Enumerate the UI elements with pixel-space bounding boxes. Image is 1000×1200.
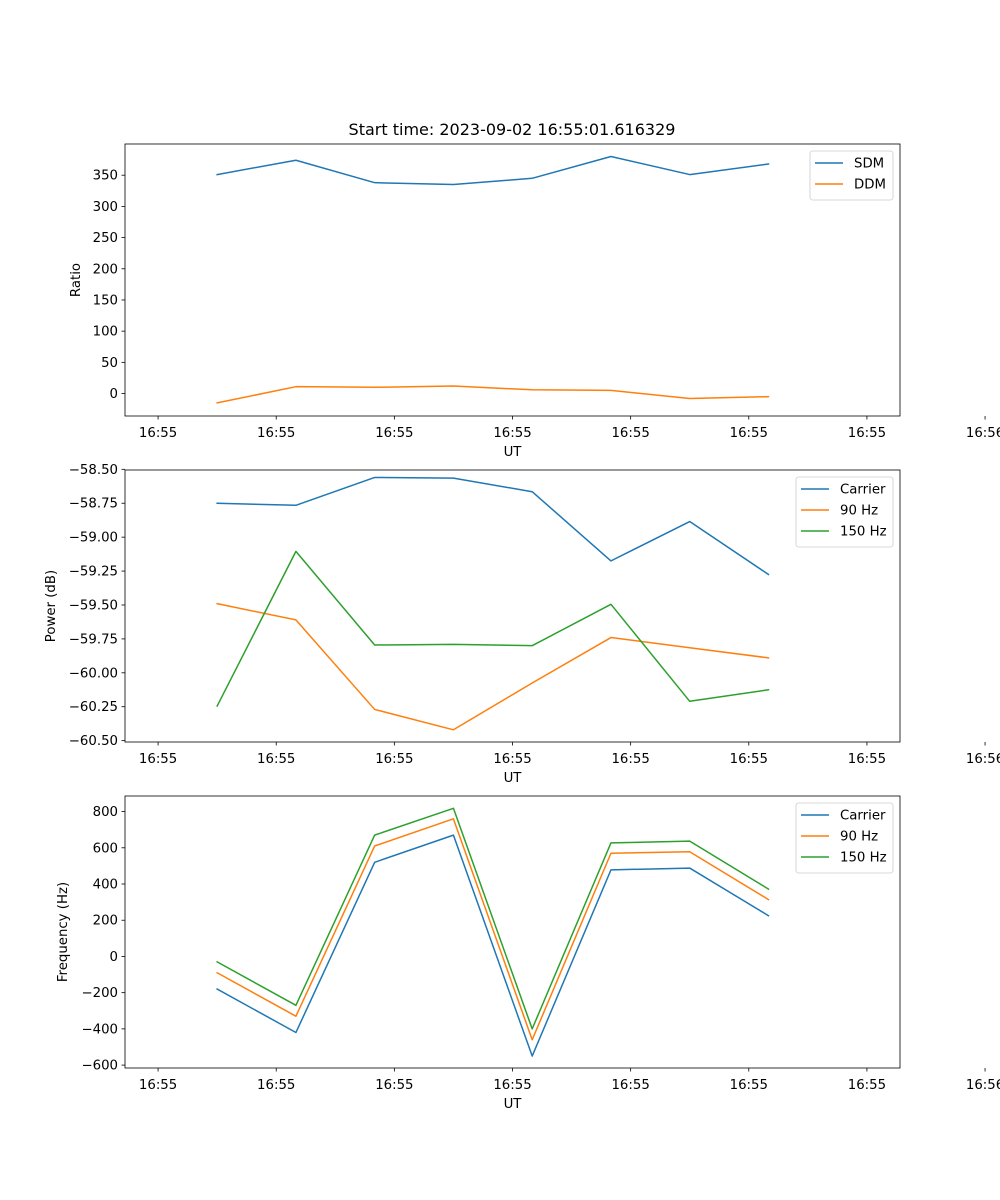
x-tick-label: 16:55 bbox=[730, 1078, 768, 1093]
x-tick-label: 16:55 bbox=[375, 426, 413, 441]
x-tick-label: 16:55 bbox=[493, 1078, 531, 1093]
plot-frame bbox=[124, 795, 901, 1069]
series-line-150-hz bbox=[216, 550, 770, 708]
x-axis-label: UT bbox=[504, 1097, 523, 1112]
x-tick-label: 16:55 bbox=[375, 752, 413, 767]
x-tick-label: 16:55 bbox=[611, 1078, 649, 1093]
x-tick-label: 16:55 bbox=[848, 752, 886, 767]
x-tick-label: 16:55 bbox=[848, 1078, 886, 1093]
x-tick-label: 16:55 bbox=[375, 1078, 413, 1093]
x-tick-label: 16:55 bbox=[493, 752, 531, 767]
series-line-90-hz bbox=[216, 818, 770, 1041]
y-tick-label: 0 bbox=[110, 387, 118, 402]
y-tick-label: 300 bbox=[93, 200, 118, 215]
y-tick-label: −58.75 bbox=[69, 497, 118, 512]
chart-1: 0 50 100 150 200 250 300 350 16:55 16:55 16:55 16:5… bbox=[69, 143, 1000, 460]
x-axis-label: UT bbox=[504, 445, 523, 460]
x-tick-label: 16:55 bbox=[493, 426, 531, 441]
y-tick-label: 150 bbox=[93, 293, 118, 308]
plot-frame bbox=[124, 469, 901, 743]
legend: Carrier 90 Hz 150 Hz bbox=[795, 476, 894, 548]
legend-label-carrier: Carrier bbox=[840, 809, 886, 824]
figure-title: Start time: 2023-09-02 16:55:01.616329 bbox=[349, 120, 676, 139]
legend-frame bbox=[795, 802, 894, 874]
y-tick-label: −59.75 bbox=[69, 632, 118, 647]
series-line-carrier bbox=[216, 834, 770, 1057]
x-tick-label: 16:56 bbox=[966, 752, 1000, 767]
y-axis-label: Power (dB) bbox=[44, 570, 59, 642]
legend: Carrier 90 Hz 150 Hz bbox=[795, 802, 894, 874]
x-tick-label: 16:55 bbox=[139, 426, 177, 441]
y-tick-label: 200 bbox=[93, 914, 118, 929]
x-tick-label: 16:55 bbox=[730, 752, 768, 767]
y-tick-label: −59.25 bbox=[69, 565, 118, 580]
y-tick-label: 0 bbox=[110, 950, 118, 965]
legend-label-150-hz: 150 Hz bbox=[840, 851, 887, 866]
y-tick-label: −60.25 bbox=[69, 700, 118, 715]
series-line-90-hz bbox=[216, 602, 770, 731]
legend: SDM DDM bbox=[809, 150, 894, 201]
x-tick-label: 16:56 bbox=[966, 1078, 1000, 1093]
y-tick-label: −60.50 bbox=[69, 734, 118, 749]
series-line-sdm bbox=[216, 155, 770, 186]
x-tick-label: 16:55 bbox=[611, 752, 649, 767]
chart-2: −60.50 −60.25 −60.00 −59.75 −59.50 −59.25 −59.… bbox=[44, 463, 1000, 786]
y-tick-label: 350 bbox=[93, 169, 118, 184]
x-tick-label: 16:55 bbox=[257, 426, 295, 441]
legend-label-90-hz: 90 Hz bbox=[840, 830, 878, 845]
series-line-150-hz bbox=[216, 807, 770, 1030]
x-tick-label: 16:55 bbox=[139, 752, 177, 767]
x-tick-label: 16:55 bbox=[257, 752, 295, 767]
y-tick-label: 250 bbox=[93, 231, 118, 246]
plot-frame bbox=[124, 143, 901, 417]
y-tick-label: 50 bbox=[101, 356, 118, 371]
y-tick-label: −58.50 bbox=[69, 463, 118, 478]
x-tick-label: 16:55 bbox=[848, 426, 886, 441]
plots-container: 0 50 100 150 200 250 300 350 16:55 16:55 16:55 16:5… bbox=[44, 143, 1000, 1112]
legend-label-ddm: DDM bbox=[854, 178, 886, 193]
y-tick-label: −400 bbox=[81, 1022, 118, 1037]
x-axis-label: UT bbox=[504, 771, 523, 786]
x-tick-label: 16:55 bbox=[257, 1078, 295, 1093]
y-axis-label: Ratio bbox=[69, 263, 84, 297]
series-line-carrier bbox=[216, 476, 770, 576]
y-tick-label: −60.00 bbox=[69, 666, 118, 681]
y-tick-label: 400 bbox=[93, 878, 118, 893]
y-tick-label: 800 bbox=[93, 805, 118, 820]
y-tick-label: 100 bbox=[93, 325, 118, 340]
x-tick-label: 16:55 bbox=[139, 1078, 177, 1093]
y-axis-label: Frequency (Hz) bbox=[56, 882, 71, 982]
series-line-ddm bbox=[216, 385, 770, 404]
legend-frame bbox=[795, 476, 894, 548]
y-tick-label: −59.00 bbox=[69, 531, 118, 546]
y-tick-label: 200 bbox=[93, 262, 118, 277]
y-tick-label: −59.50 bbox=[69, 598, 118, 613]
legend-label-sdm: SDM bbox=[854, 157, 884, 172]
y-tick-label: −200 bbox=[81, 986, 118, 1001]
y-tick-label: −600 bbox=[81, 1059, 118, 1074]
x-tick-label: 16:55 bbox=[730, 426, 768, 441]
chart-3: −600 −400 −200 0 200 400 600 800 16:55 16:55 16:55… bbox=[56, 795, 1000, 1112]
legend-label-90-hz: 90 Hz bbox=[840, 504, 878, 519]
x-tick-label: 16:55 bbox=[611, 426, 649, 441]
y-tick-label: 600 bbox=[93, 841, 118, 856]
legend-label-carrier: Carrier bbox=[840, 483, 886, 498]
x-tick-label: 16:56 bbox=[966, 426, 1000, 441]
legend-label-150-hz: 150 Hz bbox=[840, 525, 887, 540]
